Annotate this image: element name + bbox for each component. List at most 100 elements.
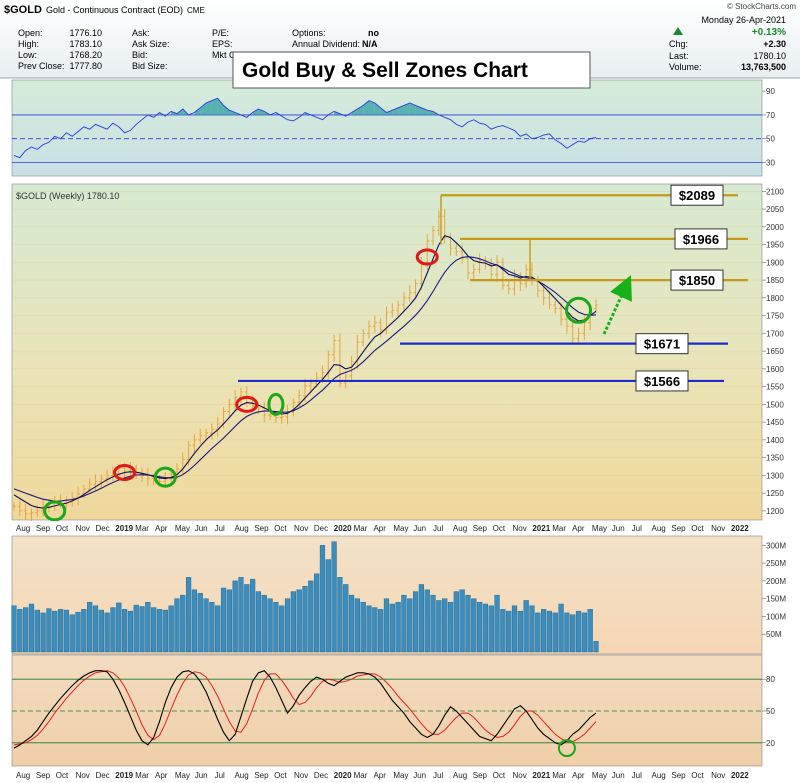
volume-tick-label: 300M — [766, 541, 786, 550]
volume-bar — [523, 600, 529, 653]
volume-bar — [418, 584, 425, 653]
x-axis-label: Jun — [612, 524, 625, 533]
upward-arrow-icon — [602, 275, 632, 335]
rsi-tick-label: 70 — [766, 111, 775, 120]
volume-bar — [151, 607, 157, 653]
chg-label: Chg: — [669, 39, 688, 49]
volume-bar — [570, 614, 576, 653]
rsi-overbought-fill — [206, 100, 212, 115]
pe-label: P/E: — [212, 28, 229, 38]
level-label-box — [670, 269, 724, 291]
volume-bar — [75, 611, 81, 653]
volume-tick-label: 100M — [766, 612, 786, 621]
volume-bar — [453, 591, 459, 653]
volume-bar — [482, 603, 489, 653]
volume-bar — [34, 609, 40, 653]
volume-bar — [168, 605, 174, 653]
price-tick-label: 1900 — [766, 258, 784, 267]
volume-bar — [156, 609, 163, 653]
stoch-tick-label: 20 — [766, 739, 775, 748]
volume-bar — [267, 598, 273, 653]
x-axis-label: Sep — [36, 524, 51, 533]
volume-bar — [98, 609, 104, 653]
x-axis-label: May — [592, 771, 607, 780]
volume-tick-label: 250M — [766, 559, 786, 568]
volume-tick-label: 150M — [766, 595, 786, 604]
rsi-overbought-fill — [403, 103, 410, 115]
level-label-box — [635, 333, 689, 355]
volume-bar — [69, 614, 75, 653]
volume-bar — [511, 605, 518, 653]
volume-bar — [81, 609, 87, 653]
volume-bar — [185, 577, 192, 653]
x-axis-label: Jul — [433, 771, 443, 780]
x-axis-label: Dec — [314, 524, 328, 533]
x-axis-label: Oct — [274, 771, 287, 780]
rsi-overbought-fill — [369, 100, 375, 115]
volume-bar — [471, 598, 477, 653]
x-axis-label: Sep — [671, 771, 686, 780]
level-label-box — [635, 370, 689, 392]
x-axis-label: Aug — [453, 524, 467, 533]
x-axis-label: 2022 — [731, 524, 749, 533]
x-axis-label: Aug — [234, 524, 248, 533]
volume-bar — [477, 602, 483, 653]
x-axis-label: Apr — [373, 771, 386, 780]
x-axis-label: Nov — [512, 524, 526, 533]
volume-bar — [488, 605, 494, 653]
x-axis-label: Jun — [612, 771, 625, 780]
volume-bar — [517, 610, 523, 653]
volume-bar — [121, 609, 128, 653]
x-axis-label: Oct — [493, 524, 506, 533]
level-label-box — [670, 184, 724, 206]
volume-bar — [331, 541, 337, 653]
volume-bar — [389, 603, 395, 653]
x-axis-label: 2019 — [115, 771, 133, 780]
volume-bar — [92, 605, 99, 653]
volume-bar — [17, 609, 23, 653]
volume-bar — [383, 598, 390, 653]
volume-bar — [250, 578, 256, 653]
x-axis-label: Apr — [155, 524, 168, 533]
x-axis-label: Jun — [195, 524, 208, 533]
volume-bar — [319, 545, 326, 653]
price-tick-label: 2000 — [766, 223, 784, 232]
volume-bar — [465, 594, 471, 653]
price-tick-label: 2100 — [766, 187, 784, 196]
up-arrow-icon — [673, 27, 683, 35]
volume-bar — [127, 610, 134, 653]
volume-bar — [290, 591, 296, 653]
buy-zone-marker — [153, 466, 177, 488]
x-axis-label: Mar — [135, 524, 149, 533]
volume-bar — [197, 593, 203, 653]
rsi-overbought-fill — [386, 110, 393, 115]
volume-bar — [447, 602, 454, 653]
volume-bar — [354, 598, 360, 653]
x-axis-label: Nov — [76, 771, 90, 780]
volume-bar — [343, 584, 349, 653]
rsi-line — [13, 97, 597, 159]
x-axis-label: May — [175, 524, 190, 533]
level-label-1566: $1566 — [644, 374, 680, 389]
ask-size-label: Ask Size: — [132, 39, 170, 49]
x-axis-label: Aug — [16, 524, 30, 533]
stoch-k-line — [13, 670, 597, 749]
volume-bar — [325, 559, 331, 653]
price-tick-label: 1350 — [766, 454, 784, 463]
price-tick-label: 1300 — [766, 471, 784, 480]
x-axis-label: Oct — [56, 771, 69, 780]
x-axis-label: Apr — [155, 771, 168, 780]
level-label-box — [674, 228, 728, 250]
x-axis-label: Aug — [652, 771, 666, 780]
last-label: Last: — [669, 51, 689, 61]
x-axis-label: Nov — [294, 771, 308, 780]
volume-bar — [442, 598, 448, 653]
rsi-overbought-fill — [200, 103, 207, 115]
volume-bar — [587, 609, 593, 653]
x-axis-label: Nov — [512, 771, 526, 780]
ask-label: Ask: — [132, 28, 150, 38]
price-tick-label: 1800 — [766, 294, 784, 303]
volume-bar — [174, 598, 180, 653]
volume-bar — [255, 591, 262, 653]
